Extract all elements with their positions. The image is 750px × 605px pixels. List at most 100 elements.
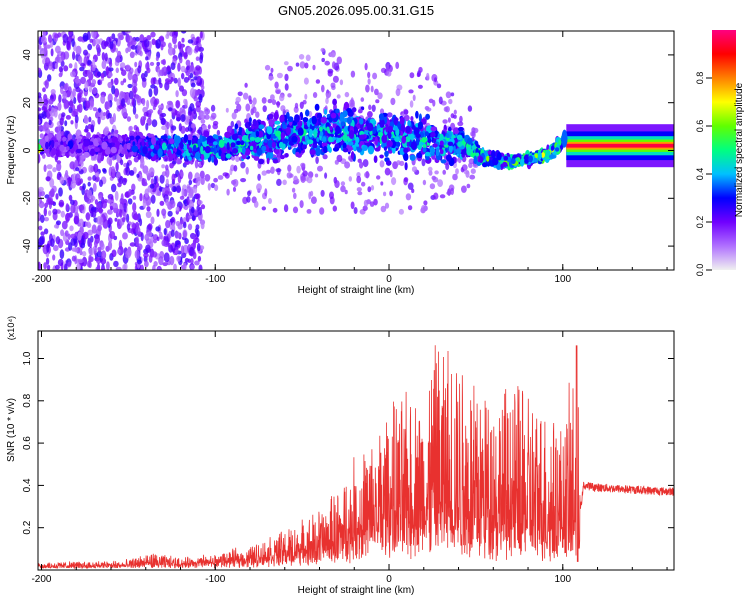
heatmap-cell [197, 200, 203, 205]
heatmap-cell [51, 139, 55, 149]
heatmap-cell [73, 215, 79, 225]
heatmap-cell [550, 145, 555, 151]
heatmap-cell [151, 251, 158, 258]
heatmap-cell [175, 90, 179, 98]
heatmap-cell [200, 145, 204, 155]
heatmap-cell [70, 204, 76, 214]
heatmap-cell [43, 44, 47, 55]
heatmap-cell [129, 125, 133, 131]
heatmap-cell [146, 117, 152, 126]
heatmap-cell [149, 183, 155, 189]
snr-frame [37, 330, 675, 571]
heatmap-cell [381, 134, 388, 144]
heatmap-cell [196, 243, 201, 252]
heatmap-cell [78, 218, 84, 228]
heatmap-cell [240, 178, 247, 183]
heatmap-cell [403, 152, 409, 162]
heatmap-cell [186, 134, 193, 141]
heatmap-cell [91, 79, 97, 86]
heatmap-cell [146, 99, 150, 110]
heatmap-cell [38, 107, 42, 112]
heatmap-cell [428, 170, 433, 176]
heatmap-cell [46, 164, 53, 170]
heatmap-cell [119, 209, 123, 218]
heatmap-cell [421, 137, 427, 143]
heatmap-cell [322, 154, 328, 160]
heatmap-cell [86, 198, 92, 204]
heatmap-cell [135, 226, 141, 235]
heatmap-cell [56, 174, 61, 180]
heatmap-cell [448, 126, 452, 132]
heatmap-cell [467, 105, 473, 112]
heatmap-cell [146, 206, 151, 212]
heatmap-cell [261, 97, 267, 104]
heatmap-cell [258, 124, 265, 130]
heatmap-cell [65, 115, 71, 120]
heatmap-cell [96, 52, 101, 57]
heatmap-cell [282, 143, 286, 149]
heatmap-cell [176, 149, 182, 156]
heatmap-cell [148, 254, 153, 263]
heatmap-cell [77, 258, 84, 264]
heatmap-cell [283, 61, 289, 66]
heatmap-cell [190, 264, 196, 270]
heatmap-cell [100, 72, 105, 79]
heatmap-cell [180, 171, 184, 178]
heatmap-cell [409, 72, 415, 79]
heatmap-cell [107, 240, 113, 251]
heatmap-cell [300, 175, 306, 183]
heatmap-cell [329, 126, 333, 131]
heatmap-cell [158, 231, 163, 240]
heatmap-cell [367, 78, 371, 85]
heatmap-cell [410, 116, 414, 122]
heatmap-cell [161, 142, 167, 151]
heatmap-cell [393, 116, 399, 126]
heatmap-cell [207, 124, 211, 130]
heatmap-cell [183, 98, 187, 105]
heatmap-band [566, 143, 674, 148]
heatmap-cell [91, 65, 96, 72]
heatmap-cell [418, 66, 423, 73]
heatmap-cell [332, 147, 339, 152]
heatmap-cell [446, 133, 450, 138]
heatmap-cell [100, 114, 106, 121]
heatmap-cell [435, 147, 440, 157]
heatmap-cell [214, 184, 219, 191]
heatmap-cell [144, 260, 149, 268]
heatmap-cell [79, 66, 85, 72]
heatmap-cell [244, 148, 251, 156]
heatmap-cell [111, 85, 116, 95]
heatmap-cell [92, 58, 96, 68]
heatmap-cell [230, 120, 235, 128]
heatmap-cell [307, 171, 314, 179]
heatmap-cell [326, 126, 330, 132]
heatmap-cell [54, 62, 59, 70]
heatmap-cell [262, 105, 267, 113]
heatmap-cell [74, 173, 81, 183]
heatmap-cell [368, 123, 372, 129]
heatmap-cell [297, 121, 303, 127]
heatmap-cell [136, 173, 140, 178]
heatmap-cell [91, 224, 97, 234]
heatmap-cell [126, 213, 130, 223]
heatmap-cell [149, 61, 155, 66]
heatmap-cell [195, 89, 202, 96]
heatmap-cell [280, 155, 285, 160]
heatmap-cell [57, 56, 63, 63]
heatmap-cell [466, 183, 471, 189]
snr-series-line [38, 345, 674, 570]
heatmap-cell [212, 123, 218, 130]
heatmap-cell [110, 205, 113, 211]
heatmap-cell [55, 236, 61, 245]
heatmap-cell [175, 206, 180, 212]
heatmap-cell [293, 192, 297, 199]
heatmap-cell [403, 177, 409, 183]
heatmap-cell [70, 71, 76, 78]
heatmap-cell [379, 118, 385, 128]
heatmap-cell [88, 241, 93, 248]
heatmap-cell [50, 238, 55, 248]
x-tick-label: 0 [386, 574, 392, 585]
heatmap-cell [124, 31, 131, 34]
heatmap-cell [267, 139, 274, 148]
heatmap-cell [456, 134, 463, 140]
